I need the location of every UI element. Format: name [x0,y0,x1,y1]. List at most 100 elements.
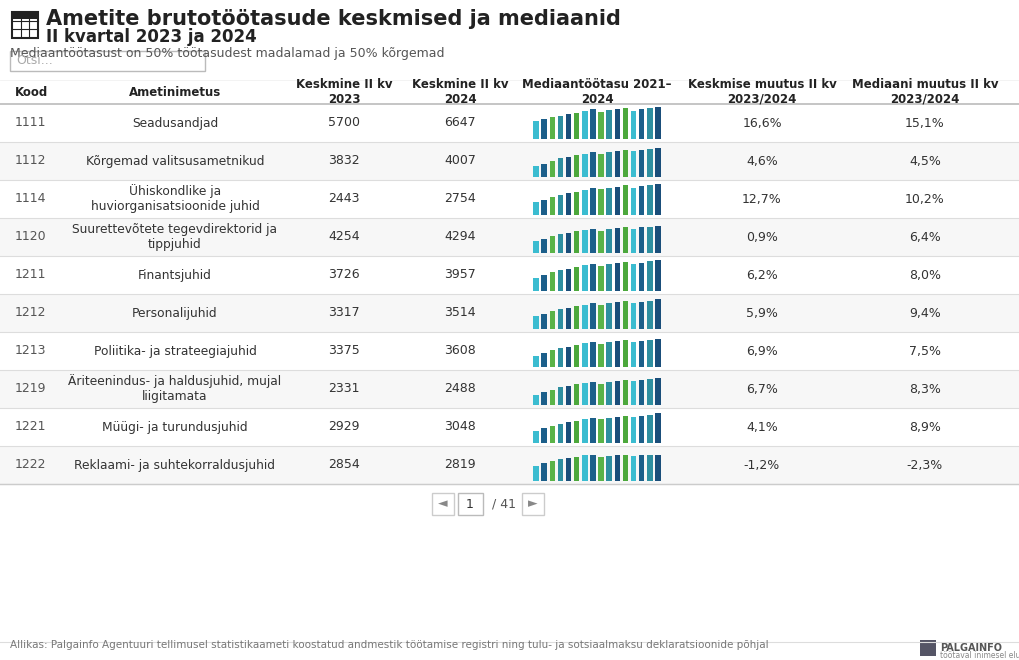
Bar [557,116,562,139]
Bar [557,459,562,481]
Bar [533,316,538,329]
Text: 1120: 1120 [15,230,47,244]
Bar [598,457,603,481]
Bar [582,343,587,367]
Text: 1221: 1221 [15,420,47,434]
Bar [646,261,652,291]
Text: Keskmine II kv
2024: Keskmine II kv 2024 [412,78,507,106]
Bar [654,226,660,253]
Bar [0,332,1019,370]
Bar [557,270,562,291]
Bar [533,166,538,177]
Bar [574,345,579,367]
Bar [590,304,595,329]
Bar [598,305,603,329]
Bar [566,458,571,481]
Bar [541,463,546,481]
Text: / 41: / 41 [491,498,516,510]
Text: 1111: 1111 [15,117,47,129]
Text: ◄: ◄ [438,498,447,510]
Bar [541,353,546,367]
Text: 1222: 1222 [15,459,47,471]
Bar [654,184,660,215]
Bar [541,428,546,443]
Bar [598,112,603,139]
Bar [582,305,587,329]
Bar [590,418,595,443]
Bar [606,229,611,253]
Bar [623,227,628,253]
Text: 2819: 2819 [443,459,475,471]
Bar [582,455,587,481]
Bar [533,278,538,291]
Bar [533,202,538,215]
Text: 3317: 3317 [328,306,360,319]
Text: Poliitika- ja strateegiajuhid: Poliitika- ja strateegiajuhid [94,345,256,358]
Bar [549,350,554,367]
Bar [614,455,620,481]
Bar [630,111,636,139]
Bar [614,341,620,367]
Bar [919,640,935,656]
Text: -1,2%: -1,2% [743,459,780,471]
Bar [590,152,595,177]
Bar [623,185,628,215]
Text: 0,9%: 0,9% [745,230,777,244]
Text: Keskmine II kv
2023: Keskmine II kv 2023 [296,78,392,106]
Bar [566,233,571,253]
Text: 1219: 1219 [15,383,47,395]
Bar [598,230,603,253]
Text: 9,4%: 9,4% [908,306,940,319]
Bar [549,236,554,253]
Bar [541,199,546,215]
Text: ►: ► [528,498,537,510]
Bar [606,343,611,367]
Bar [614,228,620,253]
Text: 6,9%: 6,9% [745,345,777,358]
Bar [598,266,603,291]
Bar [646,108,652,139]
Text: 4,1%: 4,1% [745,420,777,434]
Text: 3726: 3726 [328,269,360,282]
Text: 2754: 2754 [443,193,476,205]
Bar [574,457,579,481]
Bar [566,422,571,443]
Text: -2,3%: -2,3% [906,459,943,471]
Bar [549,197,554,215]
Bar [566,114,571,139]
Bar [549,161,554,177]
Text: 5700: 5700 [328,117,360,129]
Text: 4294: 4294 [444,230,475,244]
Bar [590,188,595,215]
Text: 1: 1 [466,498,474,510]
Text: II kvartal 2023 ja 2024: II kvartal 2023 ja 2024 [46,28,257,46]
Bar [574,385,579,405]
Bar [614,381,620,405]
Bar [533,466,538,481]
Text: 3514: 3514 [443,306,475,319]
Bar [590,382,595,405]
Bar [638,380,644,405]
Bar [606,304,611,329]
Text: töötaval inimesel eluaset: töötaval inimesel eluaset [940,651,1019,659]
Bar [654,413,660,443]
Text: 3375: 3375 [328,345,360,358]
Text: 8,0%: 8,0% [908,269,941,282]
Bar [646,301,652,329]
Bar [574,155,579,177]
Bar [654,148,660,177]
Bar [549,117,554,139]
Text: Ühiskondlike ja
huviorganisatsioonide juhid: Ühiskondlike ja huviorganisatsioonide ju… [91,185,259,213]
Bar [630,342,636,367]
Bar [606,418,611,443]
Bar [549,389,554,405]
Bar [654,300,660,329]
Text: Ametinimetus: Ametinimetus [128,86,221,98]
Text: 1211: 1211 [15,269,47,282]
Text: 6,2%: 6,2% [745,269,777,282]
Text: 2854: 2854 [328,459,360,471]
Bar [541,275,546,291]
Bar [557,234,562,253]
Text: 2443: 2443 [328,193,360,205]
Bar [557,309,562,329]
